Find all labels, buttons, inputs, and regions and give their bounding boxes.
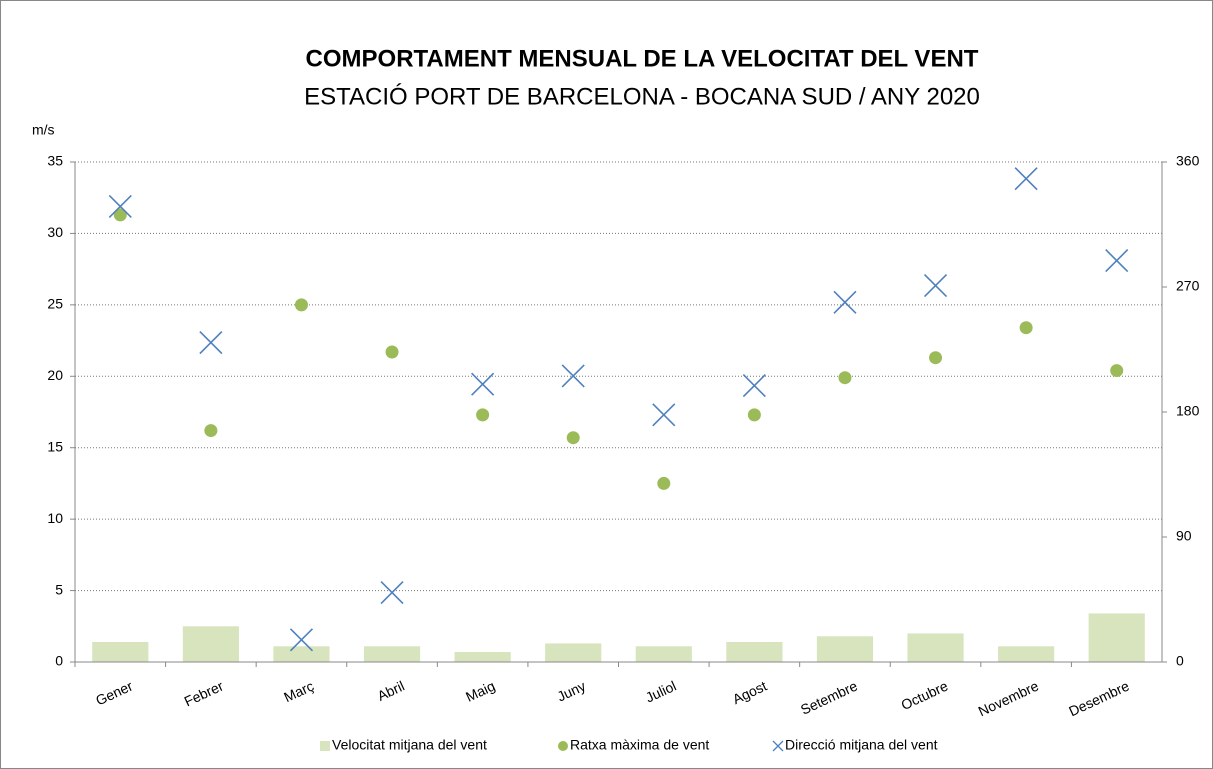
dot-marker	[929, 351, 943, 365]
dot-marker	[385, 345, 399, 359]
bar	[907, 633, 964, 662]
legend-label: Direcció mitjana del vent	[785, 737, 938, 753]
cross-marker	[289, 628, 314, 652]
dot-marker	[1110, 364, 1124, 378]
legend-swatch	[772, 740, 784, 752]
cross-marker	[652, 403, 676, 427]
bar	[545, 643, 602, 662]
y-tick-label: 0	[55, 653, 63, 669]
cross-marker	[742, 374, 766, 398]
y-tick-label: 10	[47, 510, 63, 526]
y2-tick-label: 360	[1176, 153, 1200, 169]
y2-tick-label: 90	[1176, 528, 1192, 544]
y2-tick-label: 180	[1176, 403, 1200, 419]
legend-swatch	[320, 741, 330, 751]
cross-marker	[108, 194, 132, 219]
dot-marker	[476, 408, 490, 422]
bar	[363, 646, 421, 662]
bar	[1088, 613, 1145, 662]
dot-marker	[657, 476, 671, 490]
bar	[92, 642, 149, 662]
cross-marker	[1105, 249, 1129, 273]
dot-marker	[1019, 321, 1033, 335]
bar	[273, 646, 330, 662]
bar	[635, 646, 692, 662]
cross-marker	[923, 274, 948, 298]
y-tick-label: 20	[47, 367, 63, 383]
dot-marker	[113, 208, 127, 222]
y-tick-label: 30	[47, 224, 63, 240]
dot-marker	[204, 424, 218, 438]
cross-marker	[199, 330, 223, 355]
cross-marker	[380, 580, 404, 605]
chart-title: COMPORTAMENT MENSUAL DE LA VELOCITAT DEL…	[306, 45, 979, 72]
y2-tick-label: 270	[1176, 278, 1200, 294]
bar	[182, 626, 239, 662]
y-tick-label: 15	[47, 438, 63, 454]
bar	[726, 642, 783, 662]
cross-marker	[561, 364, 585, 388]
dot-marker	[838, 371, 852, 385]
y-tick-label: 35	[47, 153, 63, 169]
dot-marker	[294, 298, 308, 312]
legend-swatch	[558, 741, 568, 751]
cross-marker	[471, 372, 495, 396]
y2-tick-label: 0	[1176, 653, 1184, 669]
bar	[454, 652, 511, 662]
chart-subtitle: ESTACIÓ PORT DE BARCELONA - BOCANA SUD /…	[304, 83, 980, 110]
legend-label: Ratxa màxima de vent	[570, 737, 709, 753]
bar	[998, 646, 1055, 662]
cross-marker	[833, 290, 857, 314]
y-tick-label: 25	[47, 296, 63, 312]
y-tick-label: 5	[55, 581, 63, 597]
dot-marker	[747, 408, 761, 422]
y-axis-label: m/s	[32, 122, 55, 138]
bar	[816, 636, 874, 662]
dot-marker	[566, 431, 580, 445]
cross-marker	[1014, 167, 1038, 191]
legend-label: Velocitat mitjana del vent	[332, 737, 487, 753]
